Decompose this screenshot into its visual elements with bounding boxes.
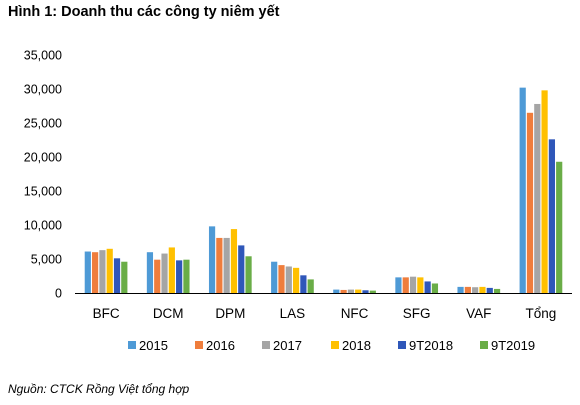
y-axis-ticks: 0 5,000 10,000 15,000 20,000 25,000 30,000 35,0…: [24, 49, 62, 301]
bars-group: [84, 87, 563, 294]
bar-las-9t2018: [300, 275, 307, 293]
bar-chart: 0 5,000 10,000 15,000 20,000 25,000 30,000 35,0…: [24, 49, 572, 353]
x-tick-label: SFG: [403, 306, 431, 321]
bar-sfg-2016: [402, 277, 409, 293]
bar-dpm-2018: [230, 229, 238, 293]
legend-label: 2018: [342, 338, 371, 353]
bar-dcm-2016: [154, 259, 161, 293]
bar-las-2016: [278, 265, 285, 293]
bar-vaf-2017: [472, 287, 479, 293]
bar-dcm-9t2018: [176, 260, 183, 293]
legend-swatch-2017: [262, 341, 270, 349]
y-tick-label: 10,000: [24, 219, 62, 233]
x-tick-label: DCM: [153, 306, 184, 321]
y-tick-label: 20,000: [24, 151, 62, 165]
x-tick-label: Tổng: [526, 306, 557, 321]
bar-dpm-2017: [223, 237, 230, 293]
x-tick-label: NFC: [341, 306, 369, 321]
bar-tổng-9t2018: [548, 139, 555, 293]
bar-nfc-2018: [355, 289, 362, 293]
bar-bfc-2016: [92, 252, 99, 293]
bar-las-2017: [285, 266, 292, 293]
bar-dcm-2018: [168, 247, 175, 293]
x-tick-label: DPM: [215, 306, 245, 321]
category-labels: BFC DCM DPM LAS NFC SFG VAF Tổng: [93, 306, 557, 321]
bar-tổng-2016: [526, 112, 534, 293]
legend-label: 9T2018: [409, 338, 453, 353]
bar-nfc-9t2018: [362, 290, 369, 293]
bar-dcm-9t2019: [183, 259, 190, 293]
bar-sfg-2015: [395, 277, 402, 293]
y-tick-label: 0: [55, 287, 62, 301]
source-note: Nguồn: CTCK Rồng Việt tổng hợp: [8, 382, 190, 396]
y-tick-label: 30,000: [24, 83, 62, 97]
legend-label: 9T2019: [491, 338, 535, 353]
bar-tổng-2018: [541, 90, 548, 293]
legend-swatch-2016: [195, 341, 203, 349]
bar-bfc-9t2019: [121, 261, 128, 293]
bar-vaf-2018: [479, 286, 486, 293]
bar-las-2018: [292, 267, 300, 293]
y-tick-label: 25,000: [24, 117, 62, 131]
bar-sfg-9t2018: [424, 281, 431, 293]
bar-nfc-9t2019: [369, 290, 376, 293]
bar-dpm-9t2019: [245, 256, 252, 293]
bar-tổng-2015: [519, 87, 526, 293]
bar-nfc-2017: [347, 289, 355, 293]
bar-dcm-2017: [161, 253, 168, 293]
bar-vaf-9t2019: [493, 288, 501, 293]
bar-sfg-2017: [409, 276, 417, 293]
bar-bfc-2018: [106, 248, 113, 293]
bar-las-9t2019: [307, 279, 314, 293]
bar-dcm-2015: [146, 252, 154, 293]
bar-sfg-9t2019: [431, 283, 439, 293]
x-tick-label: BFC: [93, 306, 120, 321]
legend-label: 2016: [206, 338, 235, 353]
bar-tổng-2017: [534, 103, 541, 294]
bar-las-2015: [271, 261, 278, 293]
bar-dpm-2015: [208, 226, 216, 293]
y-tick-label: 15,000: [24, 185, 62, 199]
legend-swatch-2018: [331, 341, 339, 349]
bar-bfc-2015: [84, 251, 91, 293]
x-tick-label: VAF: [466, 306, 491, 321]
bar-nfc-2016: [340, 289, 347, 293]
chart-title: Hình 1: Doanh thu các công ty niêm yết: [8, 4, 280, 20]
y-tick-label: 5,000: [31, 253, 62, 267]
bar-nfc-2015: [333, 289, 340, 293]
legend-swatch-9t2019: [480, 341, 488, 349]
bar-dpm-9t2018: [238, 245, 245, 293]
y-tick-label: 35,000: [24, 49, 62, 63]
bar-dpm-2016: [216, 237, 223, 293]
bar-vaf-2016: [464, 286, 471, 293]
legend-label: 2017: [273, 338, 302, 353]
legend-swatch-2015: [128, 341, 136, 349]
legend-swatch-9t2018: [398, 341, 406, 349]
bar-bfc-2017: [99, 250, 106, 293]
bar-tổng-9t2019: [556, 161, 563, 293]
bar-vaf-9t2018: [486, 287, 493, 293]
bar-bfc-9t2018: [113, 258, 121, 293]
legend: 2015 2016 2017 2018 9T2018 9T2019: [128, 338, 535, 353]
bar-sfg-2018: [417, 277, 424, 293]
bar-vaf-2015: [457, 286, 464, 293]
x-tick-label: LAS: [280, 306, 306, 321]
legend-label: 2015: [139, 338, 168, 353]
